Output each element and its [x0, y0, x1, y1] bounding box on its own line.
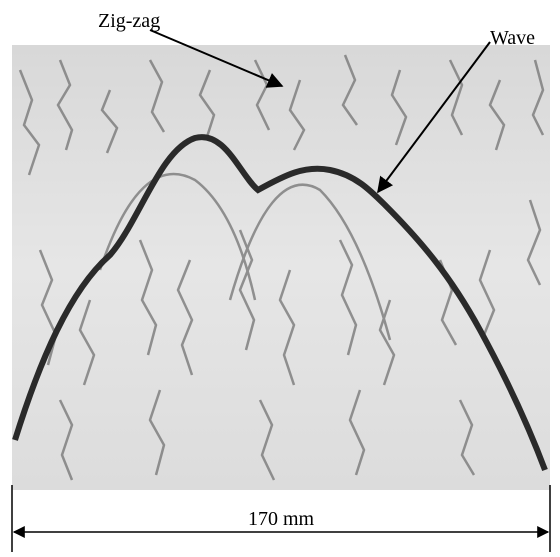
wave-arrow — [377, 41, 491, 194]
zigzag-label: Zig-zag — [98, 10, 160, 32]
zigzag-texture — [18, 54, 545, 481]
wave-label: Wave — [490, 27, 535, 49]
wave-front — [12, 134, 548, 472]
scale-label: 170 mm — [248, 508, 315, 530]
scale-bar — [11, 485, 551, 552]
photo — [12, 45, 550, 490]
zigzag-arrow — [149, 29, 284, 88]
